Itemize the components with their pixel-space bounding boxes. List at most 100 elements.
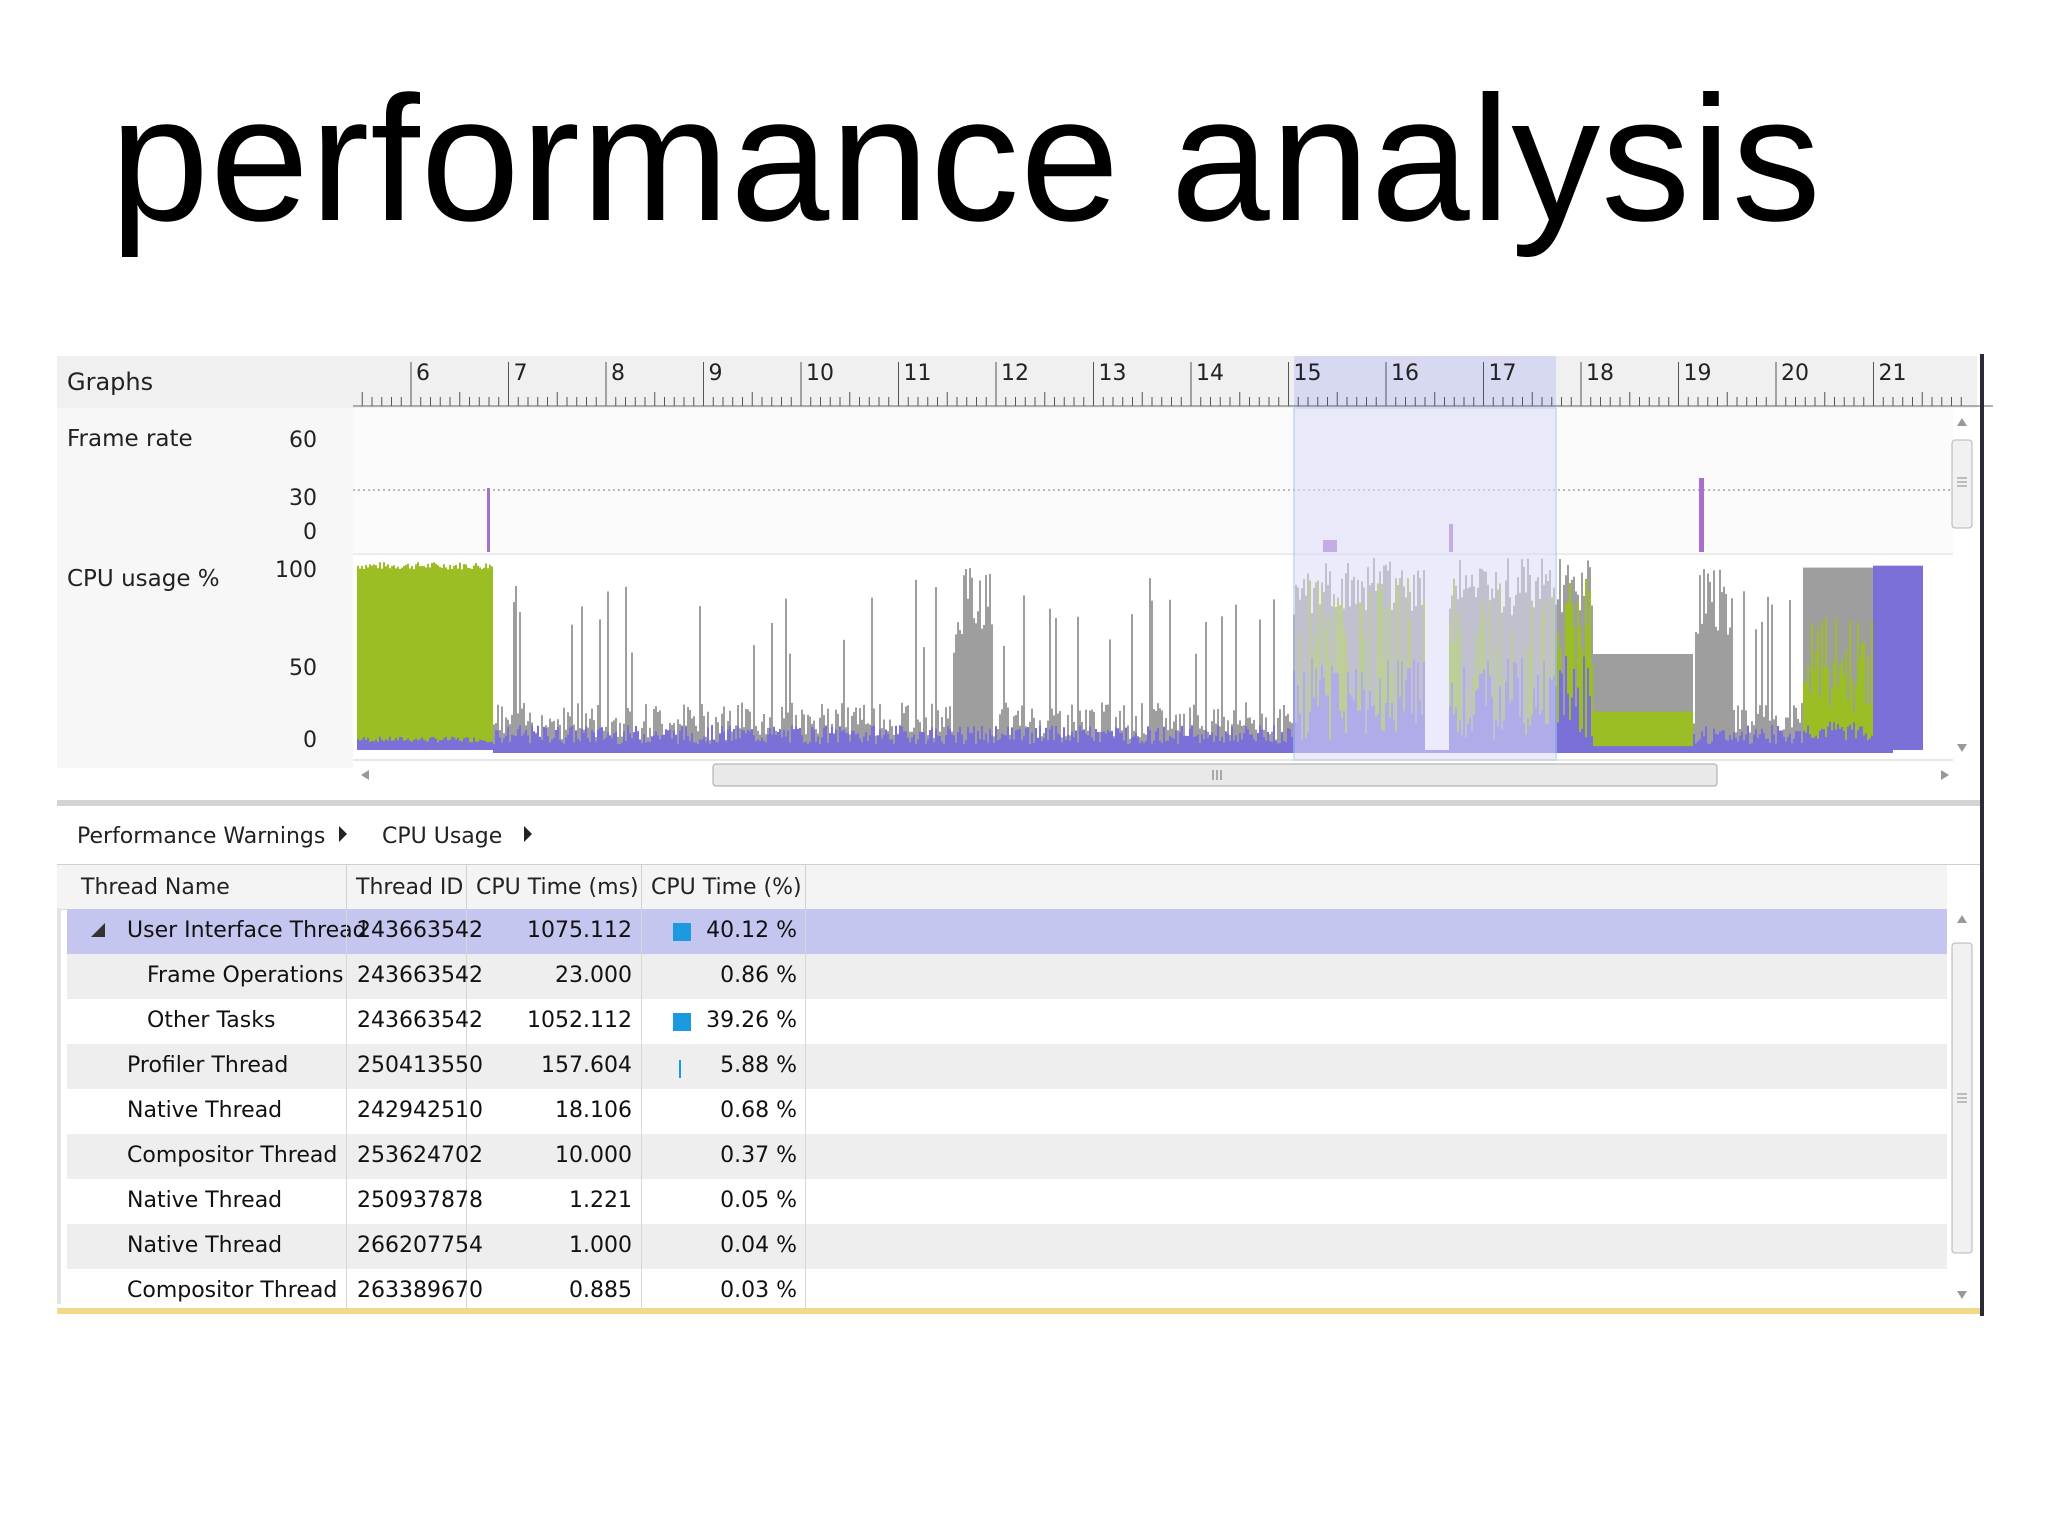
expand-collapse-icon[interactable] [91,923,105,937]
cpu-bar-purple [1213,741,1215,750]
cpu-bar-gray [1607,654,1609,750]
cpu-bar-green [391,566,393,750]
cpu-bar-purple [927,739,929,750]
cpu-bar-gray [807,714,809,750]
cpu-bar-purple [1649,746,1651,750]
cpu-bar-purple [369,741,371,750]
cpu-bar-purple [1179,732,1181,750]
cpu-bar-green [455,565,457,750]
cpu-bar-purple [1255,741,1257,750]
cpu-bar-gray [1219,726,1221,750]
cpu-bar-gray [771,623,773,750]
cpu-bar-green [491,566,493,750]
cpu-bar-gray [1791,727,1793,750]
breadcrumb-arrow-icon[interactable] [339,826,347,842]
breadcrumb-cpu-usage[interactable]: CPU Usage [382,824,503,849]
cpu-bar-purple [405,740,407,750]
cpu-bar-purple [1697,741,1699,750]
cpu-bar-gray [1173,721,1175,750]
cpu-bar-green [1841,658,1843,750]
graphs-plot-area[interactable] [353,408,1953,768]
cpu-bar-purple [621,742,623,750]
cpu-bar-purple [765,742,767,750]
cpu-bar-purple [1731,739,1733,750]
cpu-bar-gray [1155,710,1157,750]
table-row[interactable]: Compositor Thread 253624702 10.000 0.37 % [67,1134,1947,1179]
column-header-cpu-time-pct[interactable]: CPU Time (%) [651,875,802,900]
cpu-bar-purple [1659,746,1661,750]
cpu-bar-gray [1759,705,1761,750]
cpu-bar-purple [1285,742,1287,750]
cpu-axis-50: 50 [289,656,317,681]
pane-splitter[interactable] [57,800,1984,806]
cpu-bar-purple [1643,746,1645,750]
cpu-bar-purple [1627,746,1629,750]
cpu-bar-purple [483,740,485,750]
graphs-horizontal-scrollbar[interactable] [353,760,1953,790]
cpu-bar-purple [1037,737,1039,750]
table-vertical-scrollbar[interactable] [1947,905,1977,1305]
cpu-bar-gray [1679,654,1681,750]
cpu-bar-green [1855,684,1857,750]
table-row[interactable]: Other Tasks 243663542 1052.112 39.26 % [67,999,1947,1044]
table-row[interactable]: Native Thread 266207754 1.000 0.04 % [67,1224,1947,1269]
table-row[interactable]: Frame Operations 243663542 23.000 0.86 % [67,954,1947,999]
cpu-bar-gray [749,711,751,750]
cpu-bar-green [1591,664,1593,750]
cpu-bar-gray [1633,654,1635,750]
cpu-bar-gray [1675,654,1677,750]
cpu-bar-purple [1635,746,1637,750]
cpu-bar-purple [1061,742,1063,750]
cpu-bar-purple [1195,736,1197,750]
graphs-vertical-scrollbar[interactable] [1947,412,1977,752]
cpu-bar-gray [1787,717,1789,750]
column-header-cpu-time-ms[interactable]: CPU Time (ms) [476,875,639,900]
cpu-bar-purple [1563,714,1565,750]
cpu-bar-gray [1073,721,1075,750]
cpu-bar-purple [1165,741,1167,750]
cpu-bar-purple [875,743,877,750]
column-header-thread-id[interactable]: Thread ID [356,875,464,900]
cpu-bar-purple [485,741,487,750]
cpu-bar-green [1633,711,1635,750]
ruler-tick-label: 15 [1294,361,1322,386]
cpu-bar-purple [1067,734,1069,750]
cpu-bar-purple [641,743,643,750]
cpu-bar-purple [1019,728,1021,750]
cpu-bar-purple [1629,746,1631,750]
table-row[interactable]: Compositor Thread 263389670 0.885 0.03 % [67,1269,1947,1314]
breadcrumb-performance-warnings[interactable]: Performance Warnings [77,824,326,849]
cpu-bar-green [1803,681,1805,750]
timeline-ruler[interactable]: 6 7 8 9 10 11 12 13 14 15 16 17 18 19 20 21 [353,356,1993,408]
table-row[interactable]: Profiler Thread 250413550 157.604 5.88 % [67,1044,1947,1089]
table-row[interactable]: Native Thread 242942510 18.106 0.68 % [67,1089,1947,1134]
cpu-bar-purple [515,736,517,750]
cpu-bar-gray [1575,591,1577,750]
cpu-bar-purple [1257,733,1259,750]
cpu-bar-purple [517,729,519,750]
cpu-bar-purple [539,736,541,750]
cpu-bar-gray [1223,716,1225,750]
cpu-bar-purple [877,735,879,750]
cpu-bar-purple [1843,730,1845,750]
cpu-bar-gray [1665,654,1667,750]
cpu-bar-purple [1169,735,1171,750]
cpu-bar-gray [519,612,521,750]
cpu-bar-gray [745,709,747,750]
cpu-bar-purple [771,734,773,750]
cpu-bar-purple [533,731,535,750]
cpu-bar-purple [1199,742,1201,750]
cpu-bar-gray [1669,654,1671,750]
cpu-bar-purple [1287,728,1289,750]
cpu-bar-purple [1631,746,1633,750]
cpu-bar-purple [449,739,451,750]
cpu-bar-gray [953,652,955,750]
table-row[interactable]: Native Thread 250937878 1.221 0.05 % [67,1179,1947,1224]
cpu-bar-green [473,565,475,750]
cpu-bar-purple [1001,733,1003,750]
breadcrumb-arrow-icon[interactable] [524,826,532,842]
column-header-thread-name[interactable]: Thread Name [81,875,230,900]
table-row[interactable]: User Interface Thread 243663542 1075.112 40… [67,909,1947,954]
cpu-time-pct-cell: 0.03 % [720,1278,797,1303]
cpu-bar-gray [1033,717,1035,750]
